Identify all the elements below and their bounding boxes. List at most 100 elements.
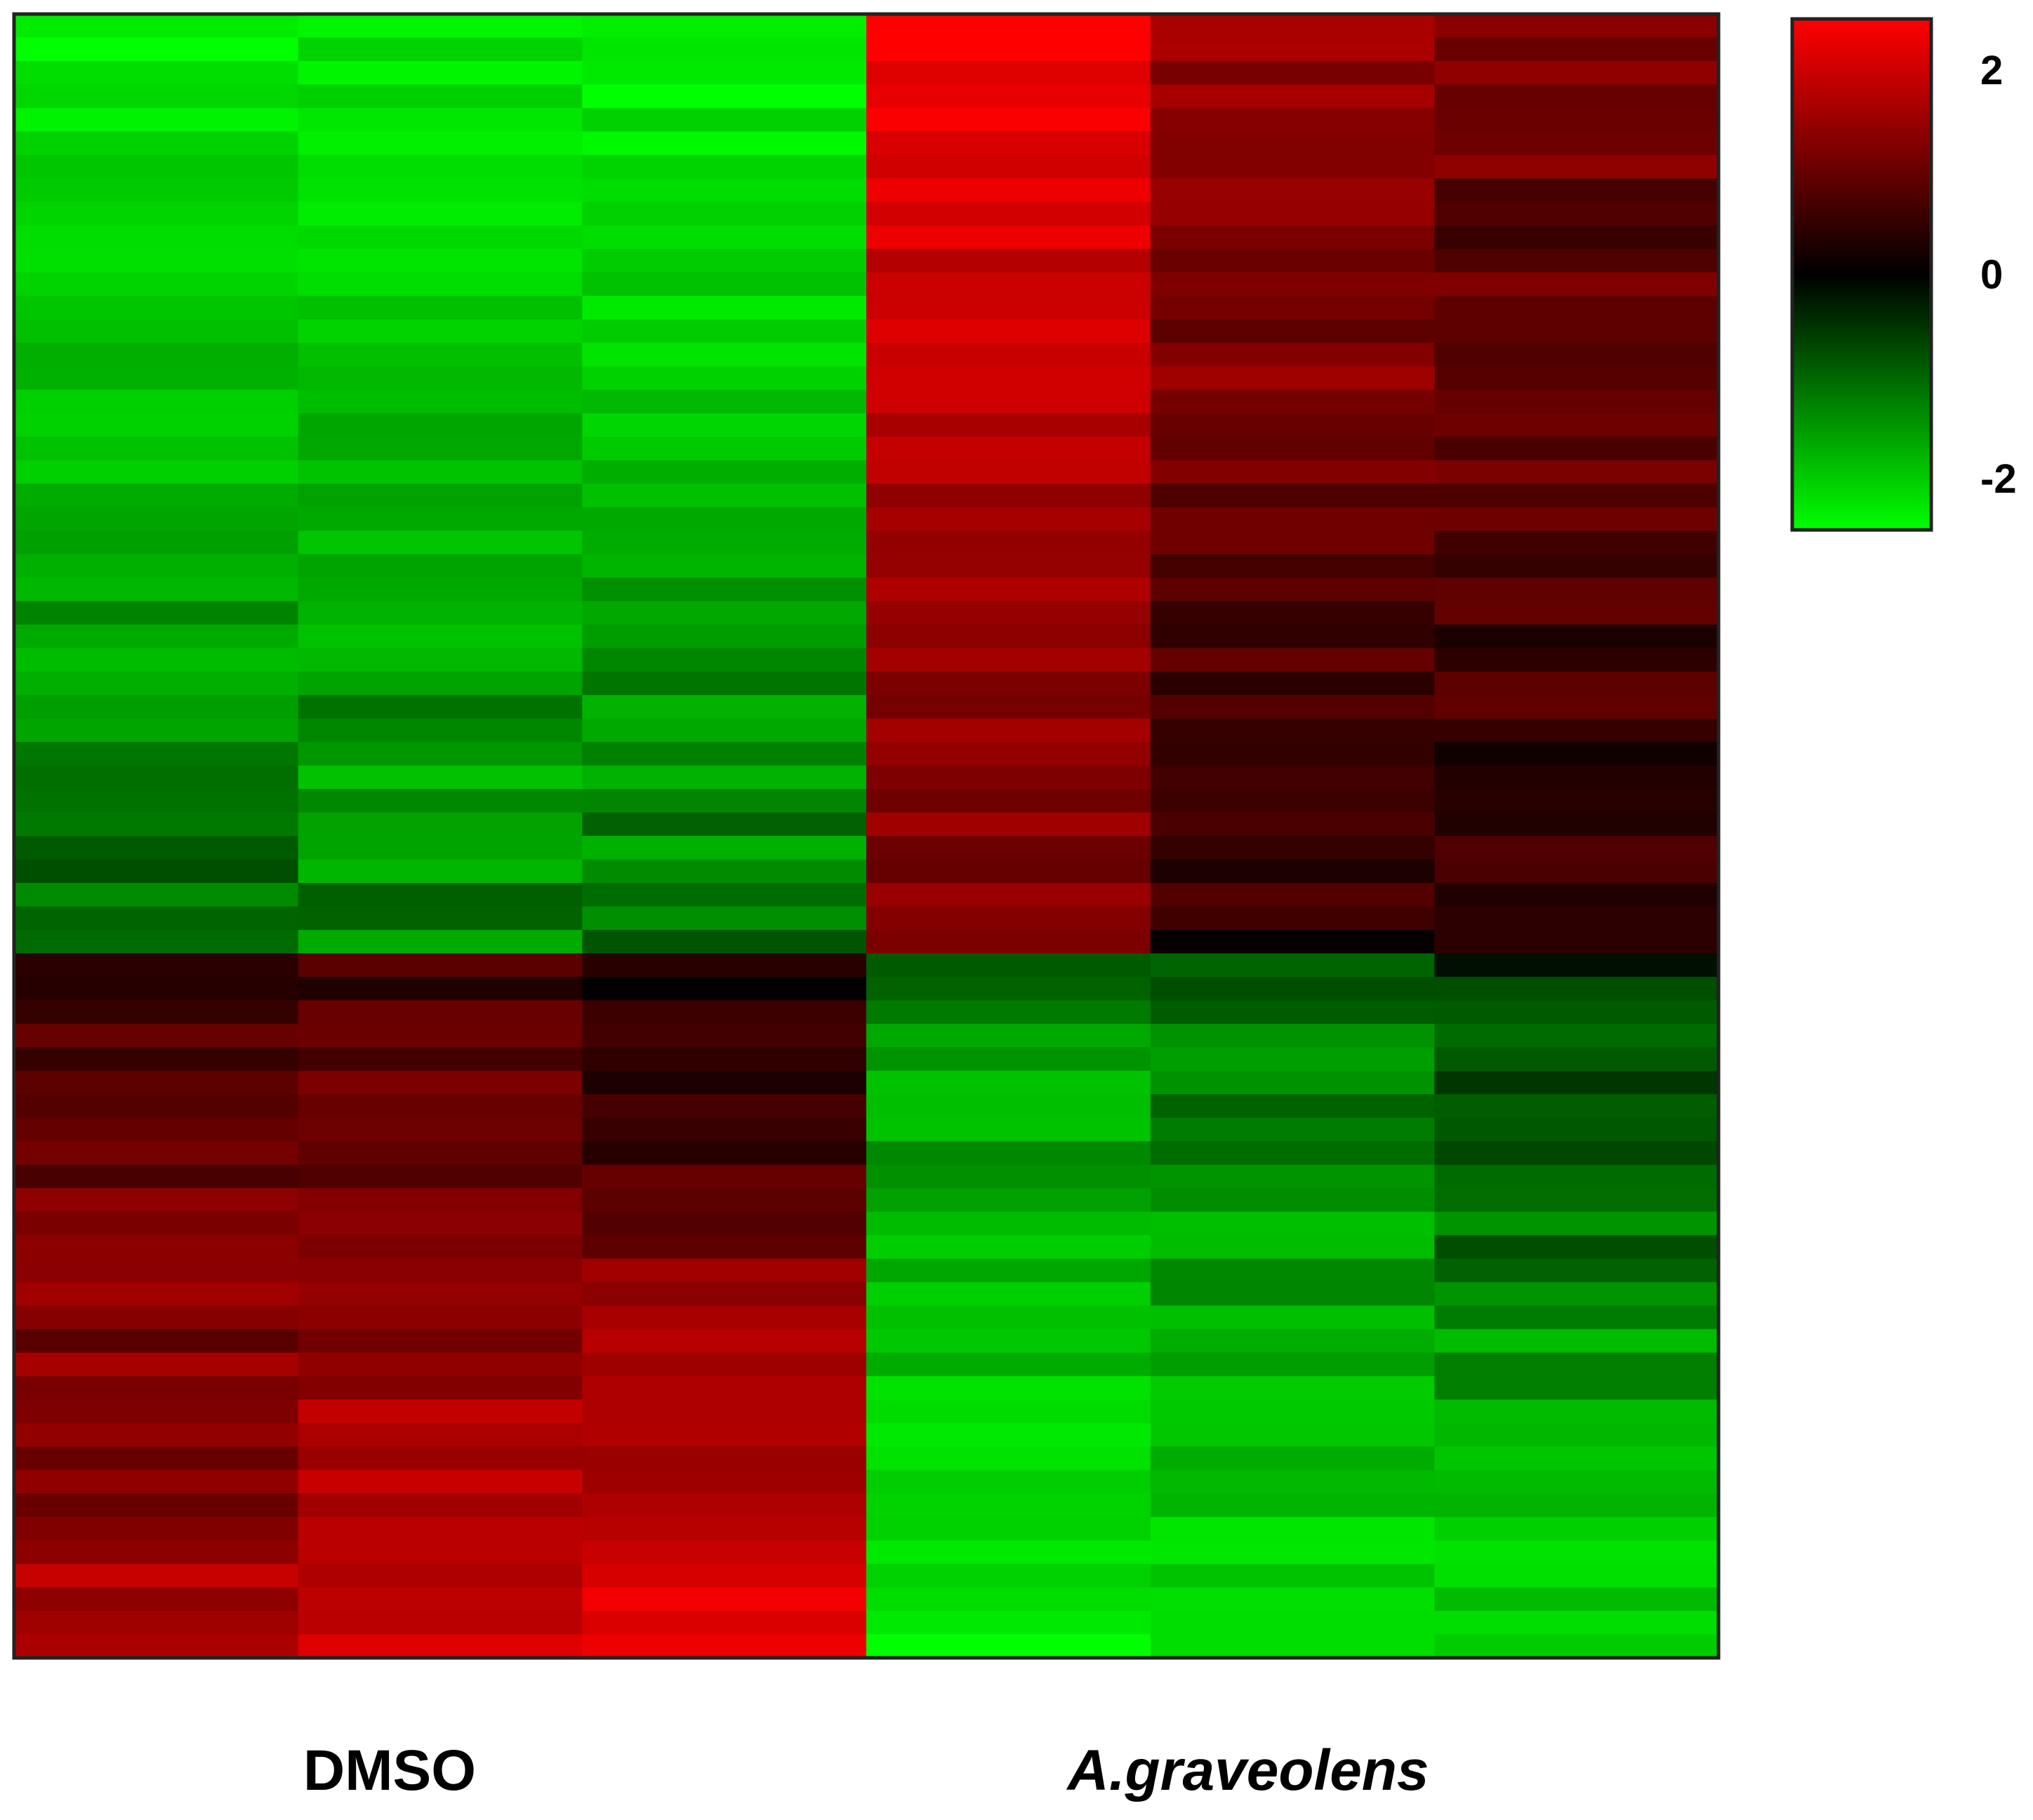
heatmap-cell: [1150, 1517, 1435, 1541]
heatmap-cell: [866, 484, 1151, 508]
heatmap-cell: [298, 1446, 583, 1470]
heatmap-cell: [1150, 60, 1435, 85]
heatmap-cell: [298, 671, 583, 696]
heatmap-cell: [298, 789, 583, 813]
heatmap-cell: [582, 437, 867, 461]
heatmap-cell: [14, 953, 299, 978]
heatmap-cell: [298, 836, 583, 861]
heatmap-cell: [298, 1047, 583, 1072]
heatmap-cell: [14, 1000, 299, 1025]
heatmap-cell: [866, 14, 1151, 39]
heatmap-cell: [1150, 14, 1435, 39]
heatmap-cell: [1150, 1634, 1435, 1659]
heatmap-cell: [298, 1188, 583, 1212]
heatmap-cell: [1150, 178, 1435, 203]
heatmap-cell: [1434, 107, 1719, 132]
heatmap-cell: [866, 1540, 1151, 1565]
heatmap-cell: [14, 859, 299, 884]
heatmap-cell: [1150, 507, 1435, 531]
heatmap-cell: [1150, 1141, 1435, 1165]
heatmap-cell: [1434, 601, 1719, 625]
heatmap-cell: [866, 437, 1151, 461]
heatmap-cell: [1150, 765, 1435, 790]
heatmap-cell: [14, 1399, 299, 1424]
heatmap-cell: [582, 1470, 867, 1494]
heatmap-cell: [1150, 554, 1435, 578]
heatmap-cell: [866, 1306, 1151, 1330]
heatmap-cell: [1150, 225, 1435, 250]
heatmap-cell: [582, 1540, 867, 1565]
heatmap-cell: [298, 84, 583, 109]
heatmap-cell: [1434, 1353, 1719, 1377]
heatmap-cell: [582, 601, 867, 625]
heatmap-cell: [14, 1470, 299, 1494]
heatmap-cell: [582, 859, 867, 884]
heatmap-cell: [866, 1235, 1151, 1259]
heatmap-cell: [582, 1211, 867, 1236]
heatmap-cell: [14, 84, 299, 109]
heatmap-cell: [14, 1117, 299, 1142]
heatmap-cell: [1434, 178, 1719, 203]
heatmap-cell: [298, 976, 583, 1001]
heatmap-cell: [14, 131, 299, 156]
heatmap-cell: [1150, 1564, 1435, 1588]
heatmap-cell: [298, 765, 583, 790]
heatmap-cell: [582, 1235, 867, 1259]
heatmap-cell: [14, 1023, 299, 1048]
heatmap-cell: [582, 789, 867, 813]
heatmap-cell: [1150, 1493, 1435, 1517]
heatmap-cell: [298, 1164, 583, 1189]
heatmap-cell: [866, 131, 1151, 156]
heatmap-cell: [1434, 554, 1719, 578]
heatmap-cell: [582, 531, 867, 555]
heatmap-cell: [1150, 1540, 1435, 1565]
heatmap-cell: [14, 1188, 299, 1212]
heatmap-cell: [1434, 718, 1719, 743]
heatmap-cell: [1150, 1423, 1435, 1447]
heatmap-cell: [298, 1564, 583, 1588]
heatmap-cell: [14, 648, 299, 672]
heatmap-cell: [14, 718, 299, 743]
heatmap-cell: [866, 859, 1151, 884]
heatmap-cell: [1434, 695, 1719, 719]
heatmap-cell: [298, 1587, 583, 1612]
heatmap-cell: [1434, 671, 1719, 696]
heatmap-cell: [1434, 84, 1719, 109]
heatmap-cell: [582, 37, 867, 62]
heatmap-cell: [582, 953, 867, 978]
heatmap-cell: [1150, 953, 1435, 978]
heatmap-cell: [582, 1023, 867, 1048]
heatmap-cell: [1150, 695, 1435, 719]
heatmap-cell: [14, 1611, 299, 1635]
heatmap-cell: [866, 836, 1151, 861]
heatmap-cell: [1434, 295, 1719, 320]
heatmap-cell: [1150, 1188, 1435, 1212]
heatmap-cell: [1434, 1141, 1719, 1165]
heatmap-cell: [14, 1141, 299, 1165]
heatmap-cell: [582, 695, 867, 719]
heatmap-cell: [866, 248, 1151, 273]
heatmap-cell: [866, 601, 1151, 625]
heatmap-cell: [866, 976, 1151, 1001]
heatmap-cell: [1150, 1446, 1435, 1470]
heatmap-cell: [582, 1376, 867, 1400]
heatmap-cell: [14, 1094, 299, 1119]
heatmap-cell: [582, 390, 867, 414]
heatmap-cell: [1150, 366, 1435, 390]
heatmap-cell: [1434, 225, 1719, 250]
heatmap-cell: [1434, 1211, 1719, 1236]
heatmap-cell: [1150, 343, 1435, 367]
heatmap-cell: [1434, 507, 1719, 531]
heatmap-cell: [14, 1493, 299, 1517]
heatmap-cell: [582, 1399, 867, 1424]
heatmap-cell: [1434, 1282, 1719, 1306]
heatmap-cell: [298, 437, 583, 461]
heatmap-cell: [582, 836, 867, 861]
heatmap-cell: [14, 107, 299, 132]
heatmap-cell: [1434, 1188, 1719, 1212]
heatmap-cell: [14, 366, 299, 390]
heatmap-cell: [298, 201, 583, 226]
heatmap-cell: [866, 60, 1151, 85]
heatmap-cell: [14, 295, 299, 320]
heatmap-cell: [14, 789, 299, 813]
